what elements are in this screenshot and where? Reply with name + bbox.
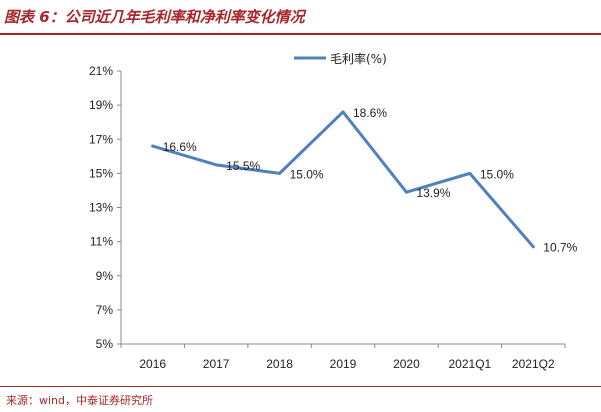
line-chart: 5% 7% 9% 11% 13% 15% 17% 19% 21% 2016 2017 2018 2019… (89, 51, 578, 371)
data-label: 13.9% (416, 186, 450, 200)
x-tick-label: 2021Q1 (449, 357, 492, 371)
data-point (531, 245, 535, 249)
data-point (278, 171, 282, 175)
figure-header: 图表 6：公司近几年毛利率和净利率变化情况 (0, 0, 601, 36)
x-tick-label: 2021Q2 (512, 357, 555, 371)
data-point (468, 171, 472, 175)
x-tick-label: 2020 (393, 357, 420, 371)
data-label: 15.0% (290, 167, 324, 181)
data-point (404, 190, 408, 194)
data-point (214, 163, 218, 167)
header-divider (0, 33, 601, 35)
y-tick-label: 17% (89, 132, 113, 146)
y-tick-label: 11% (90, 235, 113, 249)
figure-title: 图表 6：公司近几年毛利率和净利率变化情况 (4, 8, 305, 26)
data-label: 18.6% (353, 106, 387, 120)
data-label: 16.6% (163, 140, 197, 154)
x-tick-label: 2016 (139, 357, 166, 371)
footer-divider (0, 386, 601, 387)
x-tick-label: 2018 (266, 357, 293, 371)
y-tick-label: 19% (89, 98, 113, 112)
y-tick-label: 9% (96, 269, 114, 283)
data-label: 15.0% (480, 167, 514, 181)
data-point (151, 144, 155, 148)
y-tick-label: 15% (89, 166, 113, 180)
y-tick-label: 13% (89, 201, 113, 215)
x-tick-label: 2017 (203, 357, 230, 371)
y-tick-label: 5% (96, 337, 114, 351)
data-label: 15.5% (226, 159, 260, 173)
source-note: 来源：wind，中泰证券研究所 (6, 394, 154, 407)
y-tick-label: 21% (89, 64, 113, 78)
y-tick-label: 7% (96, 303, 114, 317)
series-line-gross-margin (151, 110, 535, 249)
data-label: 10.7% (543, 241, 577, 255)
legend-label: 毛利率(%) (330, 51, 387, 66)
x-tick-label: 2019 (330, 357, 357, 371)
data-point (341, 110, 345, 114)
